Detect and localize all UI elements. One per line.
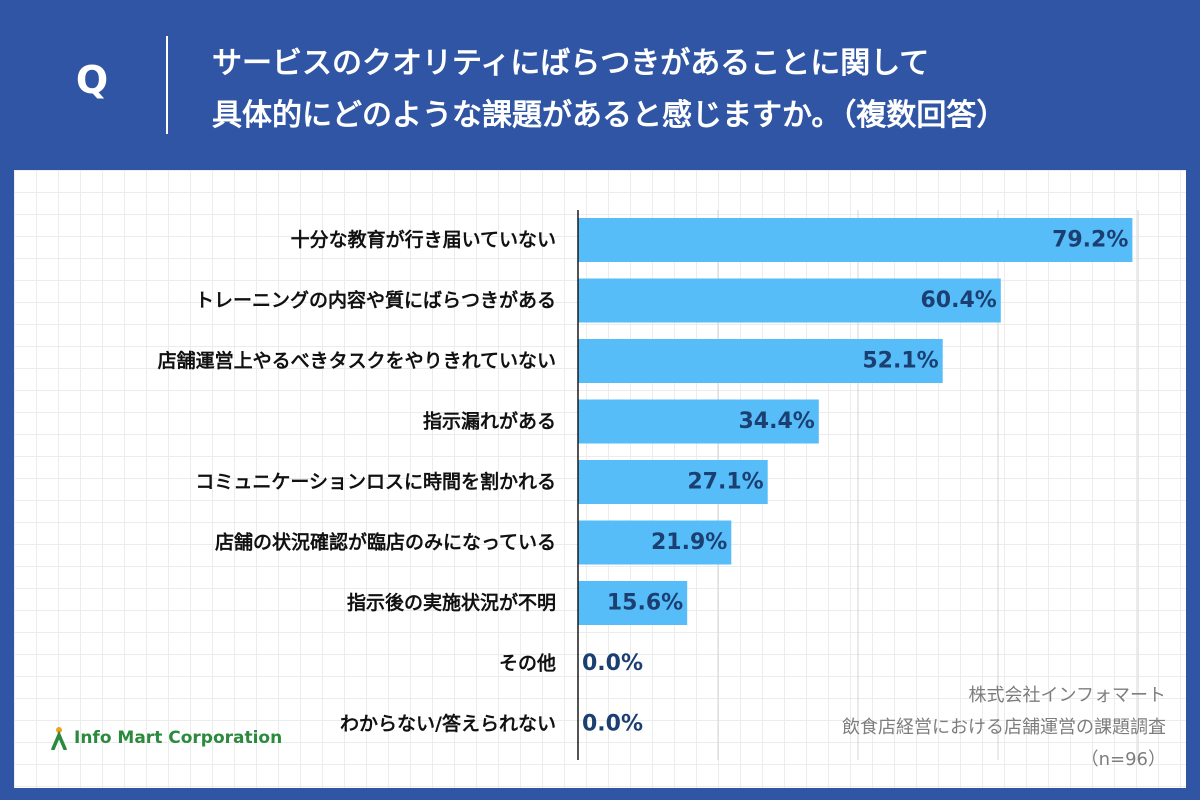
category-label: その他	[499, 652, 556, 675]
value-label: 52.1%	[862, 349, 938, 374]
value-label: 15.6%	[607, 591, 683, 616]
bar	[578, 278, 1001, 323]
source-note: 株式会社インフォマート 飲食店経営における店舗運営の課題調査 （n=96）	[842, 680, 1166, 776]
source-sample: （n=96）	[1080, 749, 1166, 770]
info-mart-logo-icon	[51, 727, 67, 750]
value-label: 60.4%	[920, 288, 996, 313]
value-label: 27.1%	[687, 470, 763, 495]
logo-text: Info Mart Corporation	[74, 728, 283, 748]
category-label: コミュニケーションロスに時間を割かれる	[195, 470, 556, 493]
question-text: サービスのクオリティにばらつきがあることに関して 具体的にどのような課題があると…	[212, 38, 1172, 142]
header-divider	[166, 36, 168, 134]
category-label: 指示漏れがある	[423, 410, 556, 433]
question-line-2: 具体的にどのような課題があると感じますか。（複数回答）	[212, 98, 1007, 133]
bar	[578, 399, 819, 444]
value-label: 0.0%	[582, 651, 643, 676]
bar	[578, 339, 943, 383]
bar	[578, 581, 688, 625]
value-label: 21.9%	[651, 530, 727, 555]
value-label: 79.2%	[1052, 228, 1128, 253]
chart-panel: 十分な教育が行き届いていない 79.2% トレーニングの内容や質にばらつきがある 60…	[14, 170, 1186, 788]
category-label: わからない/答えられない	[340, 712, 556, 735]
category-label: 店舗運営上やるべきタスクをやりきれていない	[158, 349, 556, 372]
question-mark: Q	[75, 58, 109, 102]
category-label: 十分な教育が行き届いていない	[291, 228, 556, 251]
source-survey: 飲食店経営における店舗運営の課題調査	[842, 717, 1166, 738]
company-logo: Info Mart Corporation	[50, 726, 282, 750]
bar	[578, 218, 1133, 262]
bar	[578, 460, 768, 504]
bar	[578, 520, 732, 565]
question-line-1: サービスのクオリティにばらつきがあることに関して	[212, 46, 930, 81]
source-company: 株式会社インフォマート	[968, 685, 1166, 706]
value-label: 0.0%	[582, 712, 643, 737]
category-label: トレーニングの内容や質にばらつきがある	[195, 289, 556, 312]
category-label: 指示後の実施状況が不明	[347, 591, 556, 614]
category-label: 店舗の状況確認が臨店のみになっている	[215, 531, 556, 554]
bar-chart: 十分な教育が行き届いていない 79.2% トレーニングの内容や質にばらつきがある 60…	[158, 210, 1139, 760]
value-label: 34.4%	[738, 409, 814, 434]
